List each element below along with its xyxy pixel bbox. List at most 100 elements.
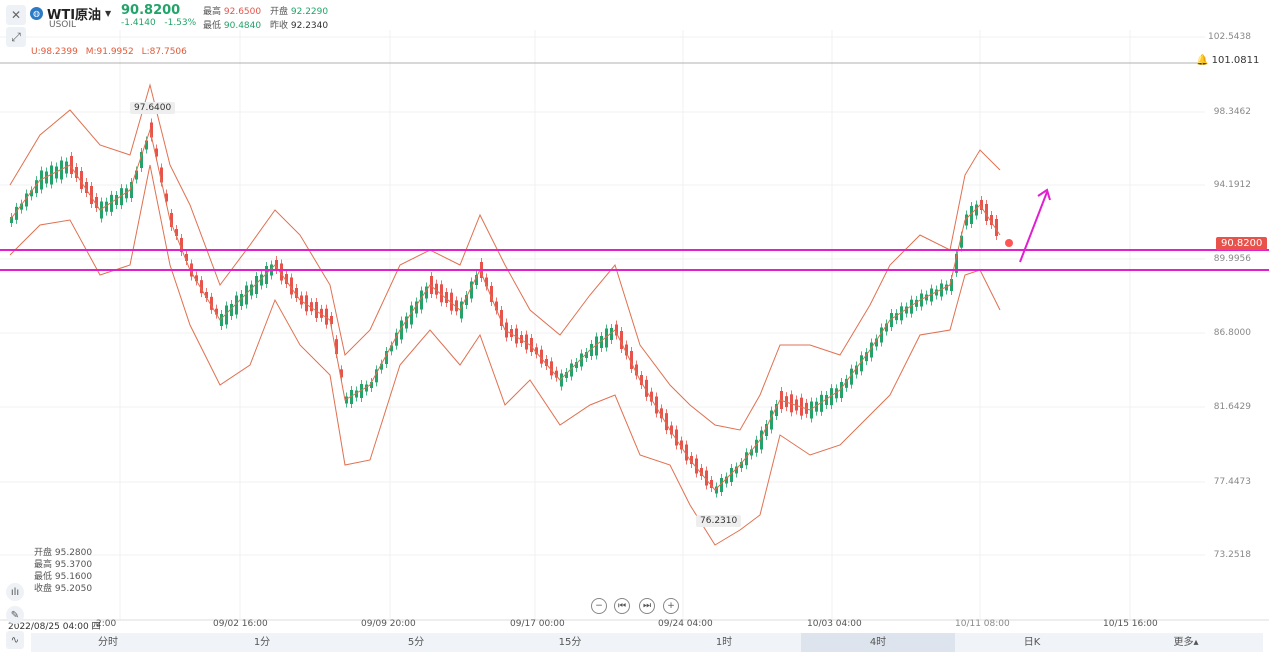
candle — [225, 305, 228, 325]
candle — [645, 379, 648, 397]
candle — [265, 266, 268, 284]
candle — [370, 382, 373, 388]
candle — [895, 313, 898, 321]
timeframe-tabs: 分时 1分 5分 15分 1时 4时 日K 更多▴ — [31, 633, 1263, 652]
candle — [425, 286, 428, 299]
candle — [580, 353, 583, 367]
tab-1h[interactable]: 1时 — [715, 637, 733, 648]
candle — [760, 430, 763, 450]
tab-more[interactable]: 更多▴ — [1173, 637, 1199, 648]
candle — [450, 292, 453, 311]
ohlc-high: 最高 95.3700 — [34, 560, 93, 570]
candle — [855, 365, 858, 375]
symbol-selector[interactable]: ◍ WTI原油 ▼ — [30, 4, 111, 23]
candle — [965, 214, 968, 226]
candle — [335, 339, 338, 355]
candle — [345, 396, 348, 404]
candle — [510, 329, 513, 337]
tab-15m[interactable]: 15分 — [558, 637, 582, 648]
candle — [85, 182, 88, 193]
tab-4h[interactable]: 4时 — [801, 633, 955, 652]
chart-type-icon[interactable]: ∿ — [6, 631, 24, 649]
candle — [105, 201, 108, 212]
candle — [410, 305, 413, 325]
candle — [200, 280, 203, 294]
candle — [520, 335, 523, 343]
candle — [485, 277, 488, 287]
candle — [310, 302, 313, 312]
candle — [845, 378, 848, 388]
candle — [545, 359, 548, 366]
step-back-icon[interactable]: ⏮ — [614, 598, 630, 614]
candle — [65, 161, 68, 174]
tab-1m[interactable]: 1分 — [253, 637, 271, 648]
candle — [590, 344, 593, 356]
tab-daily[interactable]: 日K — [1023, 637, 1041, 648]
candle — [910, 299, 913, 314]
candle — [725, 476, 728, 484]
candle — [320, 308, 323, 318]
candle — [160, 167, 163, 183]
step-forward-icon[interactable]: ⏭ — [639, 598, 655, 614]
candle — [770, 410, 773, 430]
candle — [740, 462, 743, 468]
candle — [95, 197, 98, 208]
candle — [515, 328, 518, 344]
candle — [60, 160, 63, 180]
zoom-out-icon[interactable]: − — [591, 598, 607, 614]
tab-5m[interactable]: 5分 — [407, 637, 425, 648]
candle — [925, 294, 928, 301]
candle — [80, 171, 83, 189]
candle — [180, 238, 183, 252]
candle — [330, 316, 333, 324]
price-change: -1.4140 -1.53% — [121, 18, 196, 28]
candle — [120, 188, 123, 206]
candle — [720, 478, 723, 492]
candle — [325, 308, 328, 325]
candles — [10, 118, 998, 498]
bb-middle-value: M:91.9952 — [85, 47, 134, 57]
high-annotation: 97.6400 — [130, 102, 176, 114]
zoom-in-icon[interactable]: + — [663, 598, 679, 614]
candle — [615, 324, 618, 336]
top-toolbar: ✕ ◍ WTI原油 ▼ USOIL 90.8200 -1.4140 -1.53%… — [0, 0, 1269, 34]
x-tick: 09/02 16:00 — [213, 619, 268, 629]
bb-upper-value: U:98.2399 — [31, 47, 78, 57]
candle — [355, 390, 358, 398]
candle — [445, 292, 448, 303]
candle — [960, 235, 963, 248]
candle — [400, 320, 403, 340]
x-tick: 2:00 — [96, 619, 117, 629]
indicator-icon[interactable]: ılı — [6, 583, 24, 601]
symbol-code: USOIL — [49, 20, 77, 30]
candle — [50, 165, 53, 185]
chevron-down-icon: ▼ — [105, 9, 112, 18]
candle — [440, 284, 443, 303]
candle — [600, 336, 603, 348]
close-icon[interactable]: ✕ — [6, 5, 26, 25]
candle — [625, 344, 628, 356]
trend-arrow-line — [1019, 191, 1048, 263]
x-tick: 09/17 00:00 — [510, 619, 565, 629]
candle — [360, 384, 363, 398]
change-percent: -1.53% — [164, 18, 197, 28]
candle — [435, 283, 438, 295]
symbol-name: WTI原油 — [47, 8, 102, 23]
y-tick: 98.3462 — [1213, 107, 1251, 117]
candle — [750, 449, 753, 456]
candle — [215, 308, 218, 315]
candle — [745, 452, 748, 466]
candle — [145, 140, 148, 150]
pencil-icon[interactable]: ✎ — [6, 606, 24, 624]
candle — [505, 322, 508, 338]
tab-timeshare[interactable]: 分时 — [98, 637, 118, 648]
candle — [870, 342, 873, 358]
candle — [350, 390, 353, 404]
draw-tool-icon[interactable]: ⤢ — [6, 27, 26, 47]
ohlc-open: 开盘 95.2800 — [34, 548, 93, 558]
candle — [20, 203, 23, 210]
price-alert[interactable]: 🔔 101.0811 — [1196, 55, 1259, 66]
candle — [540, 349, 543, 364]
x-tick: 10/15 16:00 — [1103, 619, 1158, 629]
